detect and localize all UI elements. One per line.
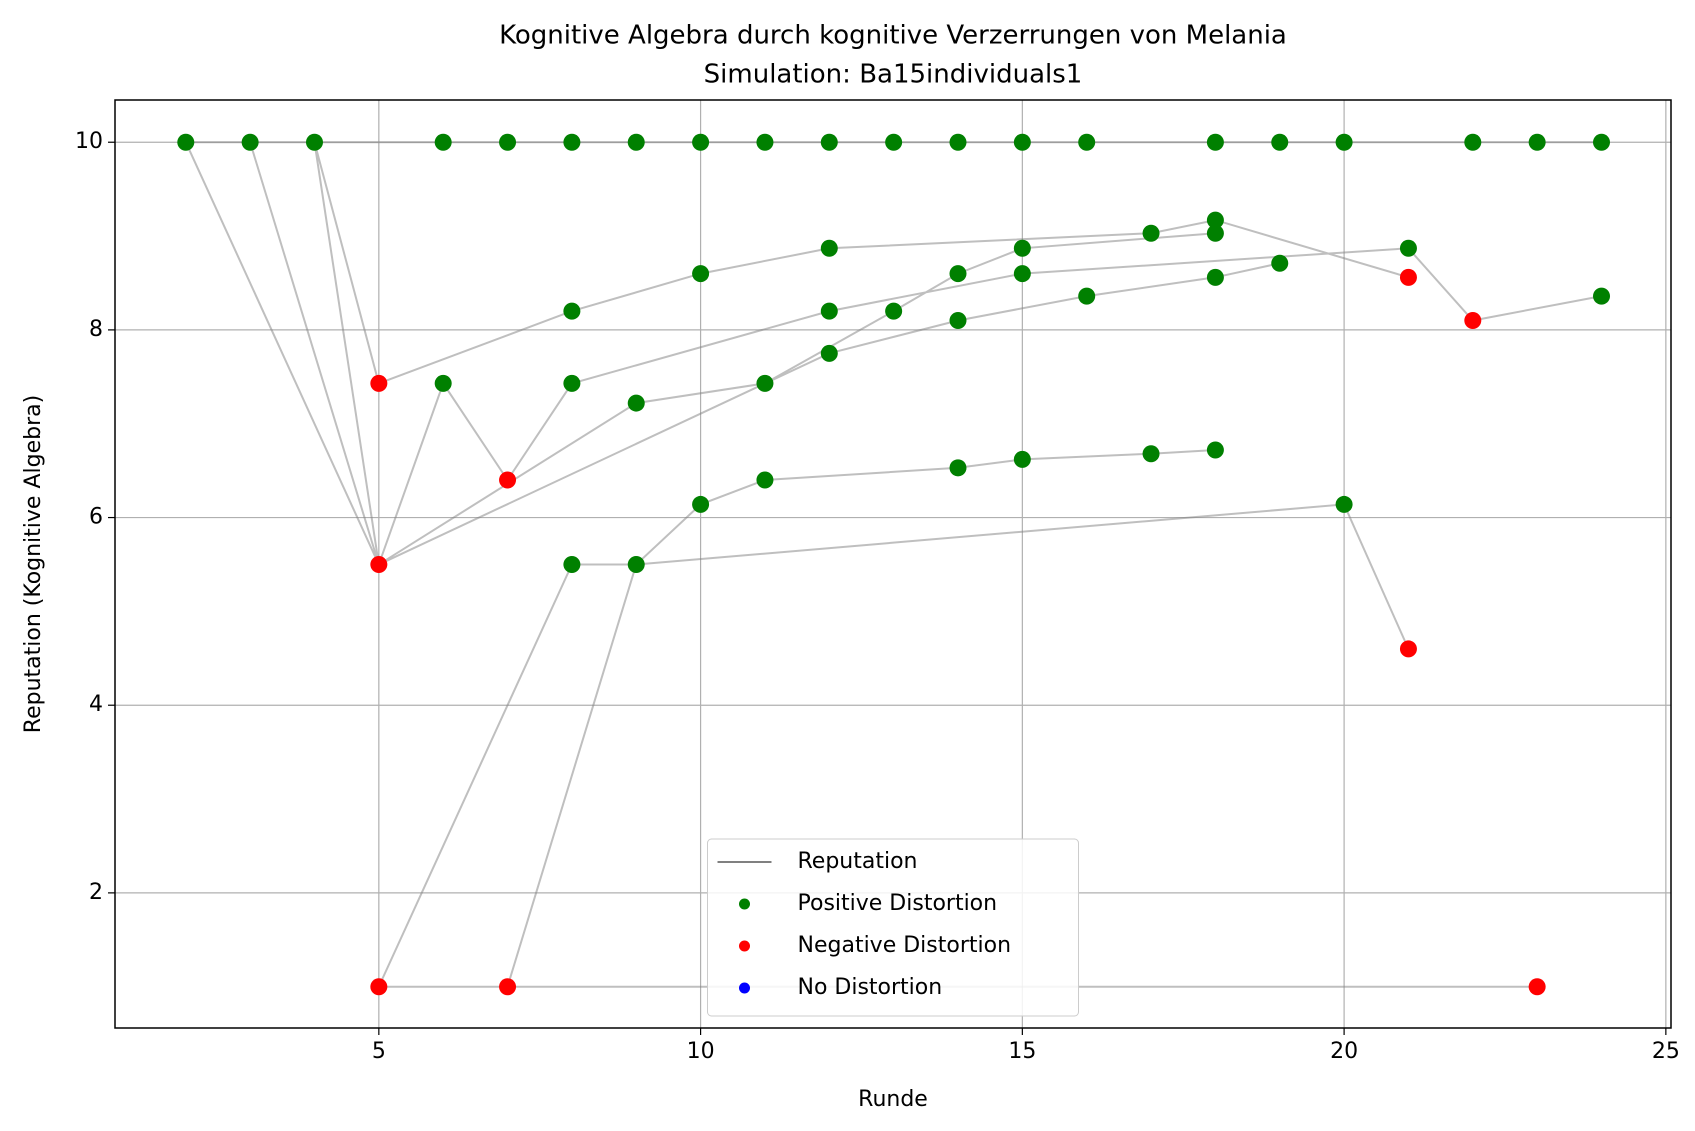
y-tick-label: 10: [75, 129, 103, 154]
x-tick-label: 25: [1652, 1039, 1680, 1064]
point: [1399, 268, 1417, 286]
point: [1528, 978, 1546, 996]
legend: Reputation Positive Distortion Negative Di…: [707, 838, 1079, 1017]
y-tick-label: 8: [89, 317, 103, 342]
legend-label: Positive Distortion: [798, 891, 998, 916]
legend-label: Negative Distortion: [798, 933, 1012, 958]
point: [1271, 254, 1289, 272]
point: [1013, 265, 1031, 283]
point: [499, 978, 517, 996]
point: [692, 495, 710, 513]
point: [177, 133, 195, 151]
point: [1078, 287, 1096, 305]
point: [1399, 239, 1417, 257]
chart-title: Kognitive Algebra durch kognitive Verzer…: [499, 21, 1287, 51]
point: [820, 239, 838, 257]
point: [1528, 133, 1546, 151]
x-axis-label: Runde: [858, 1087, 928, 1112]
point: [370, 978, 388, 996]
point: [627, 394, 645, 412]
point: [949, 312, 967, 330]
point: [692, 265, 710, 283]
point: [692, 133, 710, 151]
legend-label: Reputation: [798, 849, 918, 874]
point: [820, 302, 838, 320]
point: [949, 459, 967, 477]
point: [1593, 287, 1611, 305]
point: [434, 374, 452, 392]
point: [499, 133, 517, 151]
x-tick-label: 5: [372, 1039, 386, 1064]
legend-marker: [739, 982, 750, 994]
point: [370, 374, 388, 392]
point: [1206, 441, 1224, 459]
point: [885, 133, 903, 151]
point: [563, 374, 581, 392]
point: [1013, 450, 1031, 468]
point: [756, 374, 774, 392]
point: [434, 133, 452, 151]
x-tick-label: 15: [1008, 1039, 1036, 1064]
legend-marker: [739, 940, 750, 952]
point: [241, 133, 259, 151]
point: [885, 302, 903, 320]
y-tick-label: 6: [89, 505, 103, 530]
point: [563, 302, 581, 320]
point: [1142, 445, 1160, 463]
point: [370, 555, 388, 573]
x-tick-label: 10: [687, 1039, 715, 1064]
y-tick-label: 2: [89, 880, 103, 905]
point: [563, 555, 581, 573]
point: [563, 133, 581, 151]
point: [1142, 224, 1160, 242]
point: [1078, 133, 1096, 151]
point: [1464, 133, 1482, 151]
chart-subtitle: Simulation: Ba15individuals1: [704, 60, 1083, 90]
point: [949, 133, 967, 151]
point: [1335, 495, 1353, 513]
point: [820, 133, 838, 151]
legend-box: [707, 838, 1079, 1017]
point: [949, 265, 967, 283]
point: [1335, 133, 1353, 151]
point: [1206, 268, 1224, 286]
point: [1206, 211, 1224, 229]
legend-label: No Distortion: [798, 975, 943, 1000]
point: [820, 344, 838, 362]
y-tick-label: 4: [89, 692, 103, 717]
point: [499, 471, 517, 489]
point: [1271, 133, 1289, 151]
x-tick-label: 20: [1330, 1039, 1358, 1064]
point: [627, 133, 645, 151]
point: [305, 133, 323, 151]
point: [1013, 133, 1031, 151]
point: [1206, 133, 1224, 151]
point: [627, 555, 645, 573]
point: [1013, 239, 1031, 257]
point: [1464, 312, 1482, 330]
y-axis-label: Reputation (Kognitive Algebra): [21, 395, 46, 733]
legend-marker: [739, 898, 750, 910]
point: [1593, 133, 1611, 151]
plot-frame: [114, 99, 1672, 1029]
point: [1399, 640, 1417, 658]
point: [1206, 224, 1224, 242]
point: [756, 133, 774, 151]
point: [756, 471, 774, 489]
